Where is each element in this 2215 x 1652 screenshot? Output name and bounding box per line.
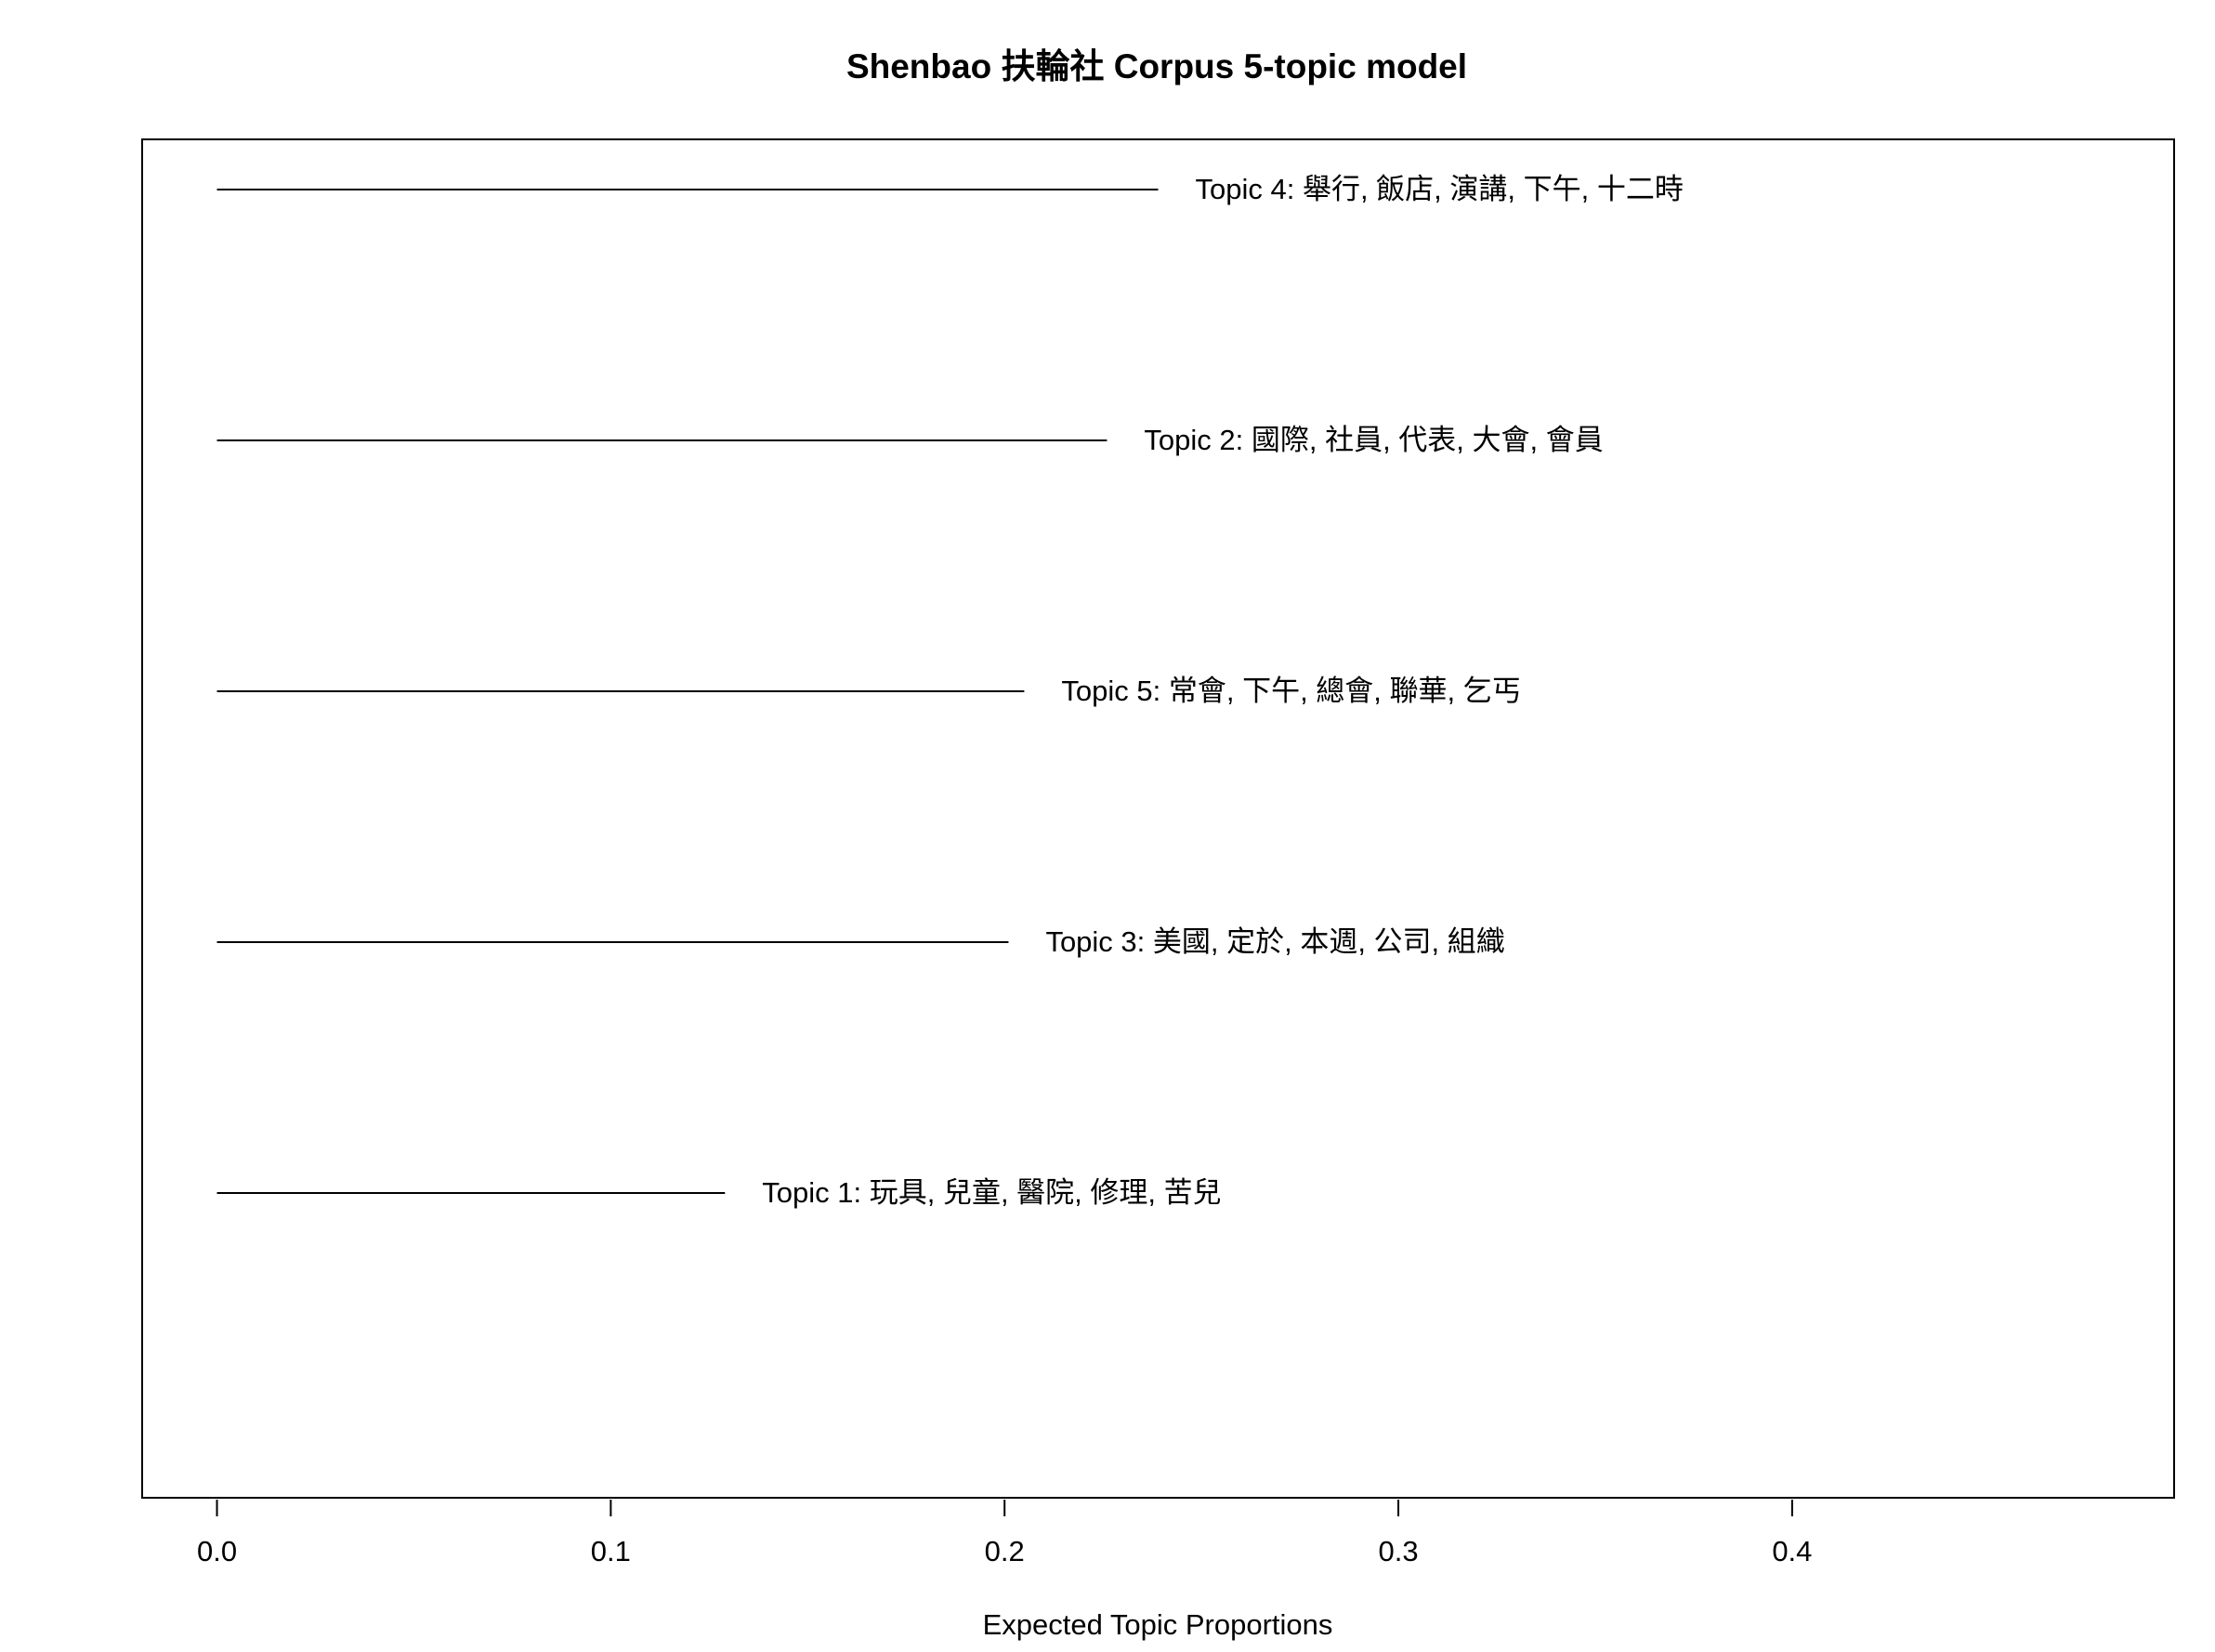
x-axis-label: Expected Topic Proportions	[983, 1608, 1333, 1641]
topic-label: Topic 4: 舉行, 飯店, 演講, 下午, 十二時	[1196, 173, 1684, 205]
topic-label: Topic 5: 常會, 下午, 總會, 聯華, 乞丐	[1061, 675, 1520, 707]
topic-series: Topic 4: 舉行, 飯店, 演講, 下午, 十二時 Topic 2: 國際,…	[216, 173, 1684, 1209]
x-axis: 0.0 0.1 0.2 0.3 0.4	[197, 1500, 1812, 1567]
plot-frame	[141, 138, 2175, 1499]
chart-title: Shenbao 扶輪社 Corpus 5-topic model	[846, 47, 1467, 85]
x-tick-label: 0.3	[1378, 1535, 1418, 1567]
x-tick-label: 0.0	[197, 1535, 237, 1567]
x-tick-label: 0.1	[591, 1535, 631, 1567]
x-tick-label: 0.2	[985, 1535, 1025, 1567]
topic-label: Topic 2: 國際, 社員, 代表, 大會, 會員	[1144, 424, 1603, 456]
topic-label: Topic 3: 美國, 定於, 本週, 公司, 組織	[1045, 925, 1504, 958]
x-tick-label: 0.4	[1772, 1535, 1812, 1567]
topic-label: Topic 1: 玩具, 兒童, 醫院, 修理, 苦兒	[762, 1176, 1221, 1209]
